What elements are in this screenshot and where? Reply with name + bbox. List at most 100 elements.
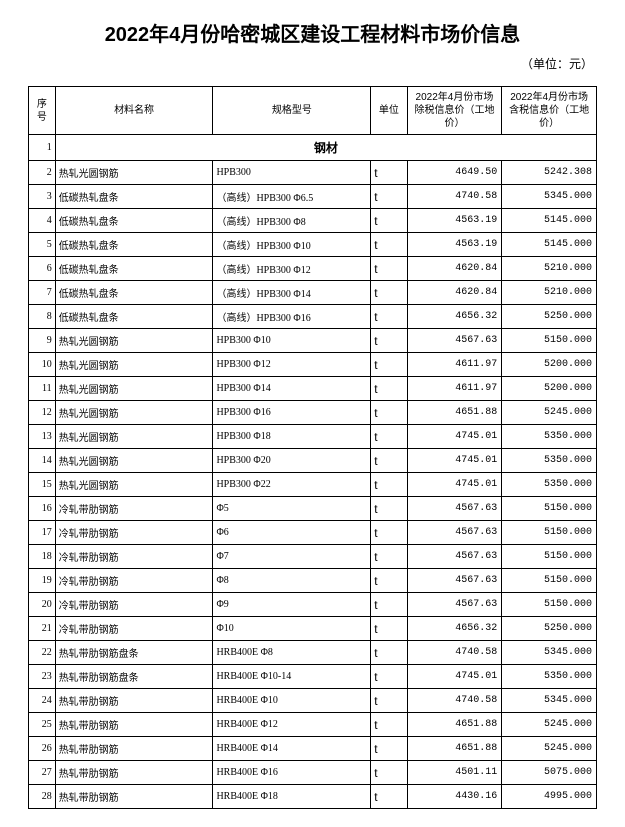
table-row: 6低碳热轧盘条（高线）HPB300 Φ12t4620.845210.000 bbox=[29, 257, 597, 281]
cell-price-in: 5250.000 bbox=[502, 305, 597, 329]
cell-name: 冷轧带肋钢筋 bbox=[55, 617, 213, 641]
cell-seq: 11 bbox=[29, 377, 56, 401]
price-table: 序号 材料名称 规格型号 单位 2022年4月份市场除税信息价（工地价） 202… bbox=[28, 86, 597, 809]
cell-seq: 22 bbox=[29, 641, 56, 665]
cell-unit: t bbox=[371, 497, 407, 521]
table-row: 17冷轧带肋钢筋Φ6t4567.635150.000 bbox=[29, 521, 597, 545]
cell-price-in: 5350.000 bbox=[502, 449, 597, 473]
cell-price-in: 5150.000 bbox=[502, 593, 597, 617]
cell-price-in: 4995.000 bbox=[502, 785, 597, 809]
cell-seq: 19 bbox=[29, 569, 56, 593]
cell-price-ex: 4563.19 bbox=[407, 233, 502, 257]
cell-price-ex: 4567.63 bbox=[407, 593, 502, 617]
cell-name: 热轧带肋钢筋盘条 bbox=[55, 665, 213, 689]
cell-seq: 18 bbox=[29, 545, 56, 569]
cell-name: 冷轧带肋钢筋 bbox=[55, 521, 213, 545]
section-seq: 1 bbox=[29, 135, 56, 161]
col-spec: 规格型号 bbox=[213, 87, 371, 135]
cell-unit: t bbox=[371, 353, 407, 377]
cell-name: 热轧带肋钢筋 bbox=[55, 689, 213, 713]
cell-unit: t bbox=[371, 185, 407, 209]
cell-price-in: 5245.000 bbox=[502, 737, 597, 761]
cell-spec: （高线）HPB300 Φ16 bbox=[213, 305, 371, 329]
cell-price-ex: 4567.63 bbox=[407, 329, 502, 353]
cell-spec: HRB400E Φ10 bbox=[213, 689, 371, 713]
cell-seq: 13 bbox=[29, 425, 56, 449]
cell-seq: 15 bbox=[29, 473, 56, 497]
cell-price-in: 5350.000 bbox=[502, 425, 597, 449]
cell-unit: t bbox=[371, 449, 407, 473]
cell-price-in: 5210.000 bbox=[502, 257, 597, 281]
cell-unit: t bbox=[371, 545, 407, 569]
cell-price-ex: 4567.63 bbox=[407, 521, 502, 545]
cell-price-ex: 4656.32 bbox=[407, 305, 502, 329]
col-price-in: 2022年4月份市场含税信息价（工地价） bbox=[502, 87, 597, 135]
cell-spec: HPB300 Φ16 bbox=[213, 401, 371, 425]
cell-spec: Φ8 bbox=[213, 569, 371, 593]
cell-unit: t bbox=[371, 209, 407, 233]
cell-unit: t bbox=[371, 161, 407, 185]
table-row: 23热轧带肋钢筋盘条HRB400E Φ10-14t4745.015350.000 bbox=[29, 665, 597, 689]
cell-name: 冷轧带肋钢筋 bbox=[55, 569, 213, 593]
cell-price-ex: 4745.01 bbox=[407, 425, 502, 449]
cell-seq: 14 bbox=[29, 449, 56, 473]
table-row: 7低碳热轧盘条（高线）HPB300 Φ14t4620.845210.000 bbox=[29, 281, 597, 305]
cell-price-ex: 4745.01 bbox=[407, 473, 502, 497]
cell-spec: HPB300 Φ22 bbox=[213, 473, 371, 497]
cell-price-ex: 4740.58 bbox=[407, 689, 502, 713]
cell-name: 热轧光圆钢筋 bbox=[55, 449, 213, 473]
cell-name: 热轧带肋钢筋 bbox=[55, 761, 213, 785]
cell-price-in: 5345.000 bbox=[502, 641, 597, 665]
cell-seq: 24 bbox=[29, 689, 56, 713]
table-row: 27热轧带肋钢筋HRB400E Φ16t4501.115075.000 bbox=[29, 761, 597, 785]
cell-price-ex: 4567.63 bbox=[407, 545, 502, 569]
cell-spec: （高线）HPB300 Φ6.5 bbox=[213, 185, 371, 209]
cell-price-in: 5345.000 bbox=[502, 185, 597, 209]
cell-seq: 20 bbox=[29, 593, 56, 617]
cell-unit: t bbox=[371, 689, 407, 713]
cell-price-in: 5250.000 bbox=[502, 617, 597, 641]
cell-spec: （高线）HPB300 Φ8 bbox=[213, 209, 371, 233]
cell-unit: t bbox=[371, 761, 407, 785]
cell-price-in: 5242.308 bbox=[502, 161, 597, 185]
cell-seq: 21 bbox=[29, 617, 56, 641]
cell-seq: 2 bbox=[29, 161, 56, 185]
cell-unit: t bbox=[371, 425, 407, 449]
cell-name: 低碳热轧盘条 bbox=[55, 233, 213, 257]
cell-price-ex: 4745.01 bbox=[407, 449, 502, 473]
cell-price-in: 5245.000 bbox=[502, 401, 597, 425]
cell-unit: t bbox=[371, 713, 407, 737]
table-row: 25热轧带肋钢筋HRB400E Φ12t4651.885245.000 bbox=[29, 713, 597, 737]
table-row: 3低碳热轧盘条（高线）HPB300 Φ6.5t4740.585345.000 bbox=[29, 185, 597, 209]
cell-price-in: 5350.000 bbox=[502, 665, 597, 689]
cell-price-ex: 4611.97 bbox=[407, 377, 502, 401]
cell-spec: Φ5 bbox=[213, 497, 371, 521]
cell-name: 低碳热轧盘条 bbox=[55, 305, 213, 329]
cell-price-ex: 4651.88 bbox=[407, 401, 502, 425]
table-row: 14热轧光圆钢筋HPB300 Φ20t4745.015350.000 bbox=[29, 449, 597, 473]
cell-seq: 16 bbox=[29, 497, 56, 521]
cell-price-ex: 4740.58 bbox=[407, 185, 502, 209]
cell-name: 低碳热轧盘条 bbox=[55, 209, 213, 233]
table-row: 10热轧光圆钢筋HPB300 Φ12t4611.975200.000 bbox=[29, 353, 597, 377]
cell-unit: t bbox=[371, 281, 407, 305]
cell-spec: HPB300 Φ14 bbox=[213, 377, 371, 401]
cell-price-in: 5345.000 bbox=[502, 689, 597, 713]
cell-seq: 28 bbox=[29, 785, 56, 809]
cell-name: 低碳热轧盘条 bbox=[55, 185, 213, 209]
cell-price-ex: 4620.84 bbox=[407, 281, 502, 305]
cell-price-ex: 4611.97 bbox=[407, 353, 502, 377]
cell-spec: HPB300 Φ10 bbox=[213, 329, 371, 353]
cell-seq: 9 bbox=[29, 329, 56, 353]
cell-unit: t bbox=[371, 473, 407, 497]
cell-price-in: 5150.000 bbox=[502, 569, 597, 593]
cell-spec: Φ9 bbox=[213, 593, 371, 617]
table-row: 18冷轧带肋钢筋Φ7t4567.635150.000 bbox=[29, 545, 597, 569]
cell-seq: 25 bbox=[29, 713, 56, 737]
cell-unit: t bbox=[371, 257, 407, 281]
cell-price-in: 5200.000 bbox=[502, 377, 597, 401]
cell-price-in: 5350.000 bbox=[502, 473, 597, 497]
cell-price-ex: 4567.63 bbox=[407, 569, 502, 593]
cell-spec: HRB400E Φ14 bbox=[213, 737, 371, 761]
cell-spec: HRB400E Φ10-14 bbox=[213, 665, 371, 689]
